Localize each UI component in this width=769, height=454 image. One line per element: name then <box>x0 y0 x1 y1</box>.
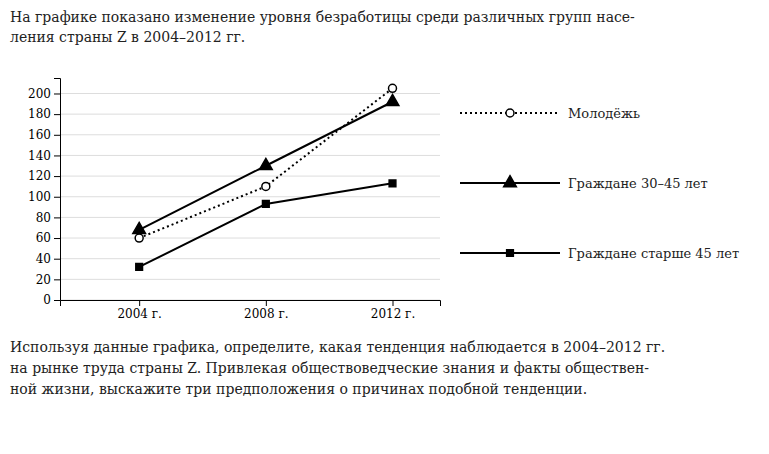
x-tick-mark <box>266 300 267 306</box>
y-tick-label: 100 <box>28 190 51 204</box>
series-marker <box>136 264 143 271</box>
chart-container: На графике показано изменение уровня без… <box>0 0 769 454</box>
chart-svg: На графике показано изменение уровня без… <box>0 0 769 454</box>
legend-label: Молодёжь <box>568 106 640 121</box>
grid-line <box>60 279 440 280</box>
y-axis-line <box>54 79 61 301</box>
y-tick-mark <box>54 300 60 301</box>
y-tick-label: 60 <box>36 231 51 245</box>
x-axis-line <box>61 301 441 307</box>
series-line <box>139 88 392 238</box>
y-tick-label: 200 <box>28 87 51 101</box>
series-marker <box>389 84 397 92</box>
legend: Молодёжь Граждане 30–45 лет Граждане старш… <box>460 106 739 261</box>
legend-symbol <box>506 109 514 117</box>
y-tick: 60 <box>36 231 60 245</box>
y-tick-label: 120 <box>28 169 51 183</box>
grid-line <box>60 258 440 259</box>
y-tick-mark <box>54 259 60 260</box>
x-tick: 2004 г. <box>117 300 161 321</box>
y-tick-mark <box>54 217 60 218</box>
legend-entry: Граждане 30–45 лет <box>460 176 708 191</box>
title-line: ления страны Z в 2004–2012 гг. <box>10 29 245 45</box>
y-tick: 140 <box>28 149 60 163</box>
y-tick-label: 0 <box>43 293 51 307</box>
series <box>136 180 396 270</box>
annotation-line: ной жизни, выскажите три предположения о… <box>10 381 587 397</box>
y-tick-mark <box>54 93 60 94</box>
y-tick: 40 <box>36 252 60 266</box>
x-tick-label: 2004 г. <box>117 307 161 321</box>
legend-symbol <box>504 176 517 187</box>
y-tick-mark <box>54 155 60 156</box>
grid-line <box>60 196 440 197</box>
grid-line <box>60 134 440 135</box>
y-tick-mark <box>54 197 60 198</box>
y-tick-label: 80 <box>36 211 51 225</box>
y-tick: 80 <box>36 211 60 225</box>
y-tick-mark <box>54 176 60 177</box>
series-marker <box>386 94 399 105</box>
x-tick-mark <box>139 300 140 306</box>
y-axis: 0 20 40 60 80 100 120 140 160 180 200 <box>28 79 60 308</box>
y-tick: 100 <box>28 190 60 204</box>
x-axis: 2004 г. 2008 г. 2012 г. <box>61 300 441 321</box>
y-tick: 0 <box>43 293 60 307</box>
legend-entry: Граждане старше 45 лет <box>460 246 739 261</box>
y-tick-mark <box>54 238 60 239</box>
y-tick: 20 <box>36 273 60 287</box>
y-tick: 180 <box>28 107 60 121</box>
y-tick: 200 <box>28 87 60 101</box>
series-marker <box>262 182 270 190</box>
grid <box>60 93 440 300</box>
series-marker <box>259 158 272 169</box>
series <box>133 94 399 233</box>
grid-line <box>60 217 440 218</box>
legend-entry: Молодёжь <box>460 106 640 121</box>
series <box>135 84 396 242</box>
x-tick-label: 2008 г. <box>244 307 288 321</box>
title: На графике показано изменение уровня без… <box>10 9 635 45</box>
grid-line <box>60 176 440 177</box>
annotation-line: Используя данные графика, определите, ка… <box>10 339 665 355</box>
y-tick-label: 20 <box>36 273 51 287</box>
x-tick: 2012 г. <box>371 300 415 321</box>
y-tick: 160 <box>28 128 60 142</box>
x-tick-label: 2012 г. <box>371 307 415 321</box>
series-line <box>139 183 392 267</box>
legend-label: Граждане старше 45 лет <box>568 246 739 261</box>
grid-line <box>60 238 440 239</box>
series-marker <box>133 222 146 233</box>
y-tick: 120 <box>28 169 60 183</box>
x-tick: 2008 г. <box>244 300 288 321</box>
series-marker <box>135 234 143 242</box>
grid-line <box>60 93 440 94</box>
legend-label: Граждане 30–45 лет <box>568 176 708 191</box>
grid-line <box>60 155 440 156</box>
title-line: На графике показано изменение уровня без… <box>10 9 635 25</box>
y-tick-label: 180 <box>28 107 51 121</box>
x-tick-mark <box>393 300 394 306</box>
plot-area <box>133 84 399 270</box>
y-tick-mark <box>54 279 60 280</box>
annotation: Используя данные графика, определите, ка… <box>10 339 665 397</box>
y-tick-mark <box>54 114 60 115</box>
series-marker <box>262 201 269 208</box>
y-tick-label: 140 <box>28 149 51 163</box>
y-tick-label: 40 <box>36 252 51 266</box>
y-tick-label: 160 <box>28 128 51 142</box>
grid-line <box>60 114 440 115</box>
y-tick-mark <box>54 135 60 136</box>
series-line <box>139 102 392 230</box>
legend-symbol <box>507 250 514 257</box>
series-marker <box>389 180 396 187</box>
annotation-line: на рынке труда страны Z. Привлекая общес… <box>10 360 649 376</box>
